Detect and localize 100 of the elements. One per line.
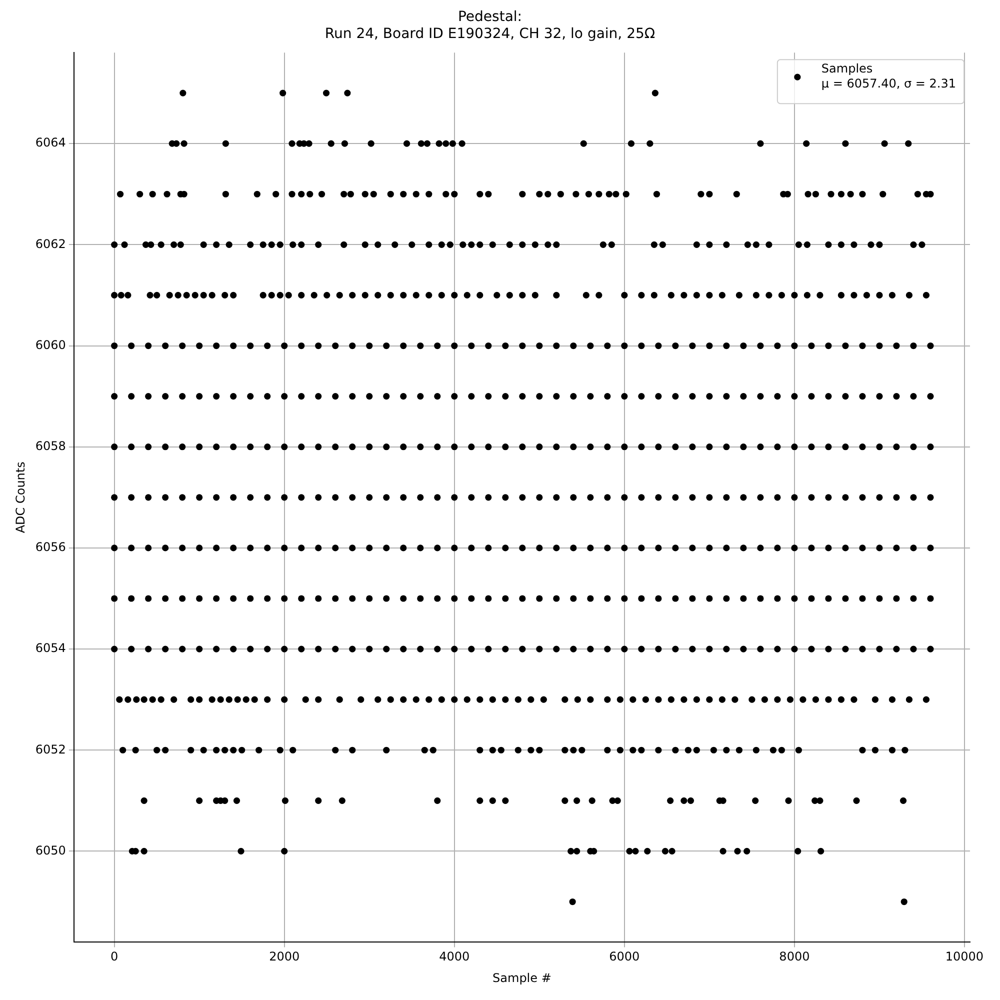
x-tick-label: 2000 [269, 950, 300, 964]
point [612, 190, 620, 198]
point [859, 190, 866, 198]
point [689, 494, 696, 501]
point [383, 544, 390, 552]
point [774, 544, 781, 552]
point [145, 544, 152, 552]
x-tick-label: 6000 [609, 950, 640, 964]
point [421, 746, 428, 754]
point [744, 848, 750, 855]
point [734, 848, 741, 855]
point [276, 241, 284, 248]
point [338, 797, 346, 804]
point [519, 646, 526, 652]
point [791, 494, 798, 501]
point [562, 746, 568, 754]
point [136, 190, 144, 198]
point [838, 190, 844, 198]
point [672, 444, 679, 450]
point [740, 544, 747, 552]
point [489, 746, 496, 754]
point [213, 595, 220, 602]
point [910, 342, 917, 350]
point [621, 393, 628, 400]
point [424, 140, 430, 147]
point [366, 544, 373, 552]
point [485, 393, 492, 400]
point [842, 393, 849, 400]
point [606, 190, 612, 198]
point [230, 444, 237, 450]
point [706, 190, 713, 198]
point [825, 646, 832, 652]
point [145, 646, 152, 652]
point [808, 444, 815, 450]
point [632, 848, 639, 855]
point [723, 595, 730, 602]
point [825, 241, 832, 248]
point [149, 190, 156, 198]
point [485, 595, 492, 602]
point [684, 746, 692, 754]
point [868, 241, 874, 248]
point [774, 342, 781, 350]
point [672, 544, 679, 552]
x-tick-label: 0 [110, 950, 118, 964]
point [842, 444, 849, 450]
point [569, 898, 576, 906]
point [902, 746, 908, 754]
point [570, 342, 577, 350]
point [672, 342, 679, 350]
point [600, 241, 606, 248]
point [200, 241, 207, 248]
point [825, 544, 832, 552]
point [434, 595, 441, 602]
point [213, 241, 220, 248]
point [693, 241, 700, 248]
point [179, 342, 186, 350]
point [403, 140, 410, 147]
point [298, 393, 305, 400]
point [514, 746, 522, 754]
point [752, 241, 760, 248]
point [604, 746, 611, 754]
point [519, 241, 526, 248]
point [374, 241, 382, 248]
point [706, 342, 713, 350]
point [387, 190, 394, 198]
point [281, 444, 288, 450]
point [264, 342, 271, 350]
point [536, 746, 543, 754]
point [553, 444, 560, 450]
point [383, 444, 390, 450]
point [672, 595, 679, 602]
point [451, 342, 458, 350]
point [238, 746, 246, 754]
point [910, 393, 917, 400]
point [417, 544, 424, 552]
point [689, 595, 696, 602]
point [689, 444, 696, 450]
point [893, 444, 900, 450]
point [222, 190, 229, 198]
point [638, 494, 645, 501]
point [900, 797, 907, 804]
point [383, 393, 390, 400]
point [659, 241, 666, 248]
point [553, 494, 560, 501]
point [804, 190, 812, 198]
point [655, 544, 662, 552]
point [200, 746, 207, 754]
point [893, 646, 900, 652]
point [368, 140, 374, 147]
point [264, 444, 271, 450]
point [803, 140, 810, 147]
point [604, 494, 611, 501]
point [177, 241, 184, 248]
point [733, 190, 740, 198]
point [400, 342, 407, 350]
point [451, 444, 458, 450]
point [859, 393, 866, 400]
point [290, 746, 296, 754]
point [298, 646, 305, 652]
point [927, 393, 934, 400]
